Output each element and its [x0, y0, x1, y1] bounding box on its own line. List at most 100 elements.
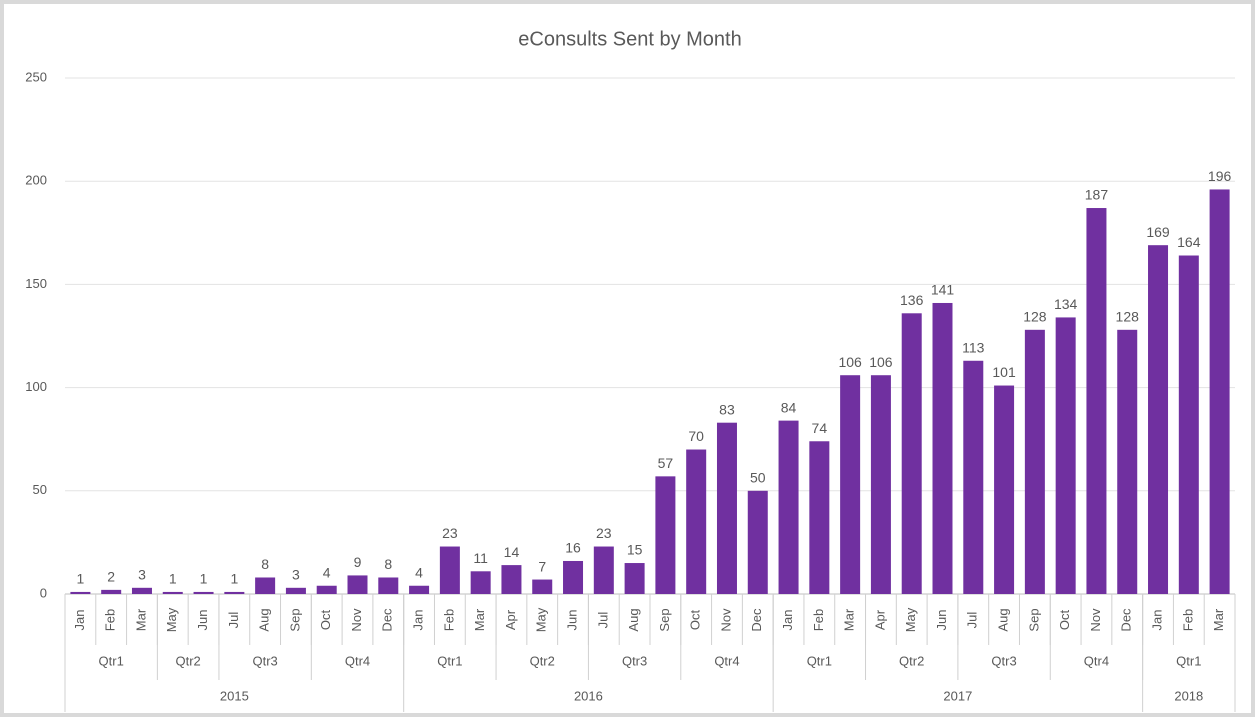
data-label: 1 [169, 571, 177, 587]
bar [501, 565, 522, 594]
data-label: 128 [1023, 309, 1047, 325]
data-label: 8 [384, 556, 392, 572]
x-tick-label: Apr [872, 609, 887, 630]
data-label: 15 [627, 542, 643, 558]
y-tick-label: 0 [40, 585, 47, 600]
quarter-label: Qtr1 [1176, 653, 1201, 668]
bar [532, 579, 553, 594]
x-tick-label: May [164, 607, 179, 632]
bar [1086, 208, 1107, 595]
x-tick-label: Oct [1057, 610, 1072, 631]
bar [316, 585, 337, 594]
data-label: 4 [323, 564, 331, 580]
x-tick-label: Mar [1211, 608, 1226, 631]
bar [255, 577, 276, 594]
data-label: 164 [1177, 234, 1201, 250]
bar [1148, 245, 1169, 594]
bar [994, 385, 1015, 594]
x-tick-label: Mar [472, 608, 487, 631]
quarter-label: Qtr3 [991, 653, 1016, 668]
data-label: 128 [1116, 309, 1140, 325]
x-tick-label: Jul [226, 612, 241, 629]
bar [563, 560, 584, 594]
data-label: 3 [138, 567, 146, 583]
x-tick-label: Apr [503, 609, 518, 630]
quarter-label: Qtr1 [437, 653, 462, 668]
x-tick-label: Oct [688, 610, 703, 631]
quarter-label: Qtr4 [345, 653, 370, 668]
bar [593, 546, 614, 594]
bar [778, 420, 799, 594]
data-label: 11 [473, 550, 488, 566]
x-tick-label: Dec [380, 608, 395, 632]
year-label: 2015 [220, 688, 249, 703]
data-label: 113 [962, 339, 985, 355]
data-label: 84 [781, 399, 797, 415]
year-label: 2017 [943, 688, 972, 703]
data-label: 1 [76, 571, 84, 587]
quarter-label: Qtr3 [252, 653, 277, 668]
quarter-label: Qtr1 [807, 653, 832, 668]
bar [101, 589, 122, 594]
x-tick-label: Jun [564, 610, 579, 631]
x-tick-label: May [534, 607, 549, 632]
x-tick-label: Sep [1026, 608, 1041, 631]
x-tick-label: Mar [842, 608, 857, 631]
bar [686, 449, 707, 594]
bar [716, 422, 737, 594]
year-label: 2016 [574, 688, 603, 703]
data-label: 136 [900, 292, 924, 308]
bar [131, 587, 152, 594]
data-label: 1 [230, 571, 238, 587]
data-label: 187 [1085, 187, 1109, 203]
x-tick-label: Jul [965, 612, 980, 629]
data-label: 141 [931, 282, 955, 298]
y-tick-label: 50 [33, 482, 47, 497]
x-tick-label: Oct [318, 610, 333, 631]
data-label: 2 [107, 569, 115, 585]
x-tick-label: Sep [287, 608, 302, 631]
x-tick-label: Dec [1119, 608, 1134, 632]
x-tick-label: Mar [133, 608, 148, 631]
bar [840, 375, 861, 594]
bar [439, 546, 460, 594]
x-tick-label: Dec [749, 608, 764, 632]
data-label: 106 [838, 354, 862, 370]
bar [1117, 329, 1138, 594]
bar [224, 591, 245, 594]
data-label: 9 [354, 554, 362, 570]
x-tick-label: Jan [411, 610, 426, 631]
quarter-label: Qtr3 [622, 653, 647, 668]
x-tick-label: Nov [718, 608, 733, 632]
data-label: 16 [565, 540, 581, 556]
quarter-label: Qtr2 [530, 653, 555, 668]
bar [162, 591, 183, 594]
data-label: 1 [200, 571, 208, 587]
data-label: 83 [719, 401, 735, 417]
data-label: 8 [261, 556, 269, 572]
data-label: 196 [1208, 168, 1232, 184]
x-tick-label: Nov [1088, 608, 1103, 632]
data-label: 4 [415, 564, 423, 580]
x-tick-label: Aug [626, 608, 641, 631]
bar [409, 585, 430, 594]
x-tick-label: Sep [657, 608, 672, 631]
bar [747, 490, 768, 594]
x-tick-label: Jul [595, 612, 610, 629]
x-tick-label: Feb [441, 609, 456, 631]
data-label: 57 [658, 455, 674, 471]
data-label: 3 [292, 567, 300, 583]
y-tick-label: 100 [25, 379, 47, 394]
year-label: 2018 [1174, 688, 1203, 703]
x-tick-label: Jan [1149, 610, 1164, 631]
data-label: 14 [504, 544, 520, 560]
data-label: 101 [992, 364, 1016, 380]
x-tick-label: Jun [934, 610, 949, 631]
quarter-label: Qtr4 [714, 653, 739, 668]
data-label: 134 [1054, 296, 1078, 312]
y-tick-label: 250 [25, 69, 47, 84]
bar [1178, 255, 1199, 594]
data-label: 50 [750, 470, 766, 486]
quarter-label: Qtr2 [899, 653, 924, 668]
bar [70, 591, 91, 594]
